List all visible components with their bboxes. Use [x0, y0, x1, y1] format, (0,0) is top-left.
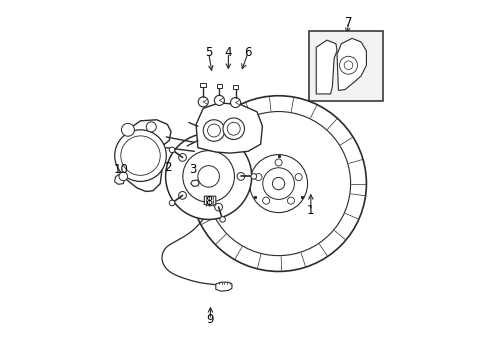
Circle shape: [214, 95, 224, 105]
Text: 1: 1: [306, 204, 314, 217]
Circle shape: [183, 150, 234, 202]
Circle shape: [339, 56, 357, 74]
Circle shape: [121, 123, 134, 136]
Polygon shape: [115, 175, 124, 184]
Text: 6: 6: [244, 46, 251, 59]
Circle shape: [294, 174, 302, 181]
Bar: [308, 31, 382, 101]
Circle shape: [262, 197, 269, 204]
Circle shape: [190, 96, 366, 271]
Circle shape: [198, 166, 219, 187]
Circle shape: [121, 136, 160, 175]
Circle shape: [165, 134, 251, 220]
Circle shape: [178, 192, 186, 199]
Polygon shape: [215, 282, 231, 291]
Circle shape: [198, 97, 208, 107]
Polygon shape: [121, 120, 171, 192]
Circle shape: [274, 159, 282, 166]
Circle shape: [207, 124, 220, 137]
Circle shape: [237, 172, 244, 180]
Circle shape: [223, 118, 244, 139]
Polygon shape: [196, 103, 262, 153]
Circle shape: [146, 122, 156, 132]
Text: 7: 7: [344, 16, 351, 29]
Circle shape: [115, 130, 166, 181]
Circle shape: [219, 131, 225, 136]
Circle shape: [227, 122, 240, 135]
Circle shape: [206, 112, 350, 256]
Circle shape: [249, 154, 307, 212]
Circle shape: [203, 120, 224, 141]
Circle shape: [250, 174, 256, 179]
Bar: [200, 83, 206, 87]
Circle shape: [214, 203, 222, 211]
Text: 4: 4: [224, 46, 232, 59]
Circle shape: [119, 172, 127, 181]
Circle shape: [169, 200, 175, 206]
Circle shape: [169, 147, 175, 153]
Circle shape: [230, 98, 240, 108]
Polygon shape: [336, 39, 366, 90]
Text: 8: 8: [204, 195, 212, 208]
Circle shape: [272, 177, 284, 190]
Text: 9: 9: [206, 313, 214, 327]
Polygon shape: [204, 196, 215, 206]
Circle shape: [178, 154, 186, 161]
Circle shape: [344, 61, 352, 69]
Bar: [232, 85, 238, 89]
Circle shape: [262, 168, 294, 199]
Text: 10: 10: [113, 163, 128, 176]
Circle shape: [219, 217, 225, 222]
Polygon shape: [316, 40, 336, 94]
Bar: [216, 84, 222, 88]
Circle shape: [214, 142, 222, 150]
Text: 2: 2: [163, 161, 171, 174]
Text: 5: 5: [204, 46, 212, 59]
Circle shape: [287, 197, 294, 204]
Text: 3: 3: [188, 163, 196, 176]
Polygon shape: [190, 180, 199, 186]
Circle shape: [254, 174, 262, 181]
